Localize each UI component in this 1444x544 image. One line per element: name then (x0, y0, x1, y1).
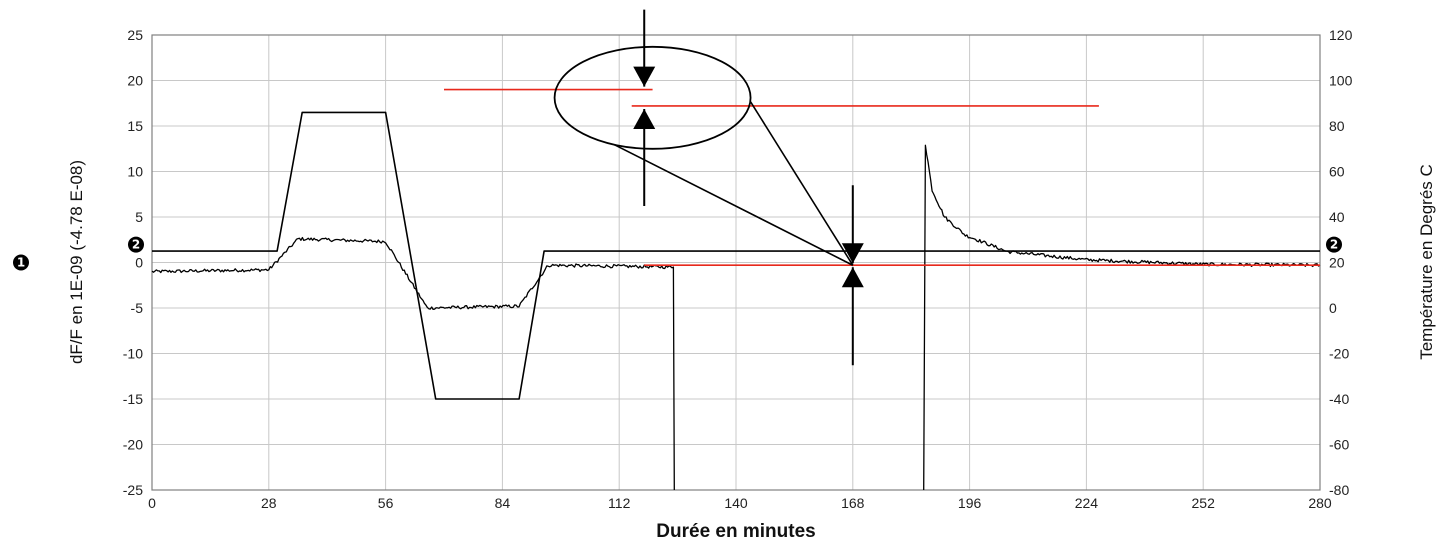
x-tick-label: 168 (841, 495, 865, 511)
y-right-tick-label: 0 (1329, 300, 1337, 316)
y-left-tick-label: -10 (123, 346, 143, 362)
x-axis-title: Durée en minutes (656, 521, 815, 542)
annotations: 1 2 2 (13, 9, 1342, 366)
x-tick-label: 28 (261, 495, 277, 511)
plot-frame (151, 34, 1321, 491)
x-tick-label: 252 (1192, 495, 1216, 511)
arrow-up-icon (841, 267, 864, 288)
y-left-tick-label: 25 (127, 27, 143, 43)
y-right-tick-label: 20 (1329, 255, 1345, 271)
y-left-axis-title: dF/F en 1E-09 (-4.78 E-08) (67, 160, 86, 364)
x-tick-labels: 0 28 56 84 112 140 168 196 224 252 280 (148, 495, 1332, 511)
x-tick-label: 84 (495, 495, 511, 511)
marker-badge (128, 236, 144, 253)
y-left-tick-label: 10 (127, 164, 143, 180)
y-right-tick-label: 80 (1329, 118, 1345, 134)
marker-label: 2 (132, 238, 140, 252)
series-2-line (151, 236, 675, 491)
y-right-tick-label: 100 (1329, 73, 1353, 89)
y-left-tick-label: -25 (123, 482, 143, 498)
gridlines (151, 34, 1321, 491)
y-left-tick-label: 20 (127, 73, 143, 89)
y-left-tick-label: 5 (135, 209, 143, 225)
y-left-tick-labels: 25 20 15 10 5 0 -5 -10 -15 -20 -25 (123, 27, 143, 498)
y-right-tick-label: -60 (1329, 437, 1349, 453)
y-left-tick-label: 0 (135, 255, 143, 271)
y-right-tick-labels: 120 100 80 60 40 20 0 -20 -40 -60 -80 (1329, 27, 1353, 498)
arrow-down-icon (633, 66, 656, 87)
x-tick-label: 112 (608, 495, 631, 511)
y-right-tick-label: 120 (1329, 27, 1353, 43)
y-left-tick-label: -5 (131, 300, 144, 316)
connector-line (749, 101, 854, 266)
x-tick-label: 280 (1308, 495, 1332, 511)
y-right-tick-label: 60 (1329, 164, 1345, 180)
x-tick-label: 56 (378, 495, 394, 511)
series-2-line (923, 144, 1321, 491)
y-right-tick-label: -20 (1329, 346, 1349, 362)
series-1-line (152, 111, 1320, 400)
marker-badge (13, 254, 29, 271)
y-right-tick-label: -80 (1329, 482, 1349, 498)
y-left-tick-label: -20 (123, 437, 143, 453)
x-tick-label: 0 (148, 495, 156, 511)
x-tick-label: 196 (958, 495, 982, 511)
marker-label: 2 (1330, 238, 1338, 252)
connector-line (614, 144, 854, 266)
zoom-ellipse (553, 45, 752, 150)
y-right-tick-label: -40 (1329, 391, 1349, 407)
y-right-tick-label: 40 (1329, 209, 1345, 225)
y-left-tick-label: 15 (127, 118, 143, 134)
y-left-tick-label: -15 (123, 391, 143, 407)
arrow-up-icon (633, 108, 656, 129)
marker-badge (1326, 236, 1342, 253)
arrow-down-icon (841, 243, 864, 264)
x-tick-label: 224 (1075, 495, 1099, 511)
x-tick-label: 140 (724, 495, 748, 511)
marker-label: 1 (17, 256, 25, 270)
reference-lines (444, 88, 1320, 267)
y-right-axis-title: Température en Degrés C (1417, 164, 1436, 360)
